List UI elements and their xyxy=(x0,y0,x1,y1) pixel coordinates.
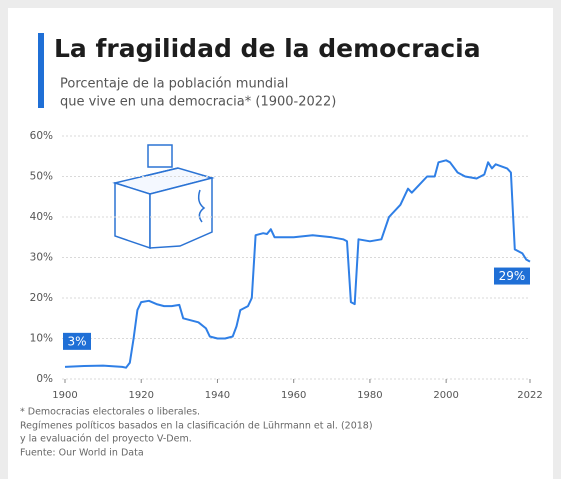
chart-title: La fragilidad de la democracia xyxy=(54,34,481,63)
line xyxy=(64,159,531,369)
x-tick-label: 1940 xyxy=(205,390,230,401)
x-tick-label: 1980 xyxy=(357,390,382,401)
card xyxy=(8,8,553,479)
value-label: 3% xyxy=(67,334,86,348)
source: Fuente: Our World in Data xyxy=(20,448,144,459)
y-tick-label: 50% xyxy=(30,171,53,183)
y-tick-label: 60% xyxy=(30,130,53,142)
subtitle: que vive en una democracia* (1900-2022) xyxy=(60,95,336,110)
footnote: * Democracias electorales o liberales. xyxy=(20,407,200,418)
x-tick-label: 2022 xyxy=(517,390,542,401)
y-tick-label: 0% xyxy=(36,373,53,385)
x-tick-label: 1900 xyxy=(52,390,77,401)
footnote: Regímenes políticos basados en la clasif… xyxy=(20,421,373,432)
y-tick-label: 40% xyxy=(30,211,53,223)
y-tick-label: 10% xyxy=(30,333,53,345)
x-tick-label: 1960 xyxy=(281,390,306,401)
y-tick-label: 20% xyxy=(30,292,53,304)
ballot-box-icon xyxy=(112,144,215,250)
x-tick-label: 2000 xyxy=(433,390,458,401)
title-accent xyxy=(38,33,44,108)
footnote: y la evaluación del proyecto V-Dem. xyxy=(20,434,192,445)
value-label-bg xyxy=(494,267,530,285)
value-label-bg xyxy=(63,332,91,350)
y-tick-label: 30% xyxy=(30,252,53,264)
value-label: 29% xyxy=(499,269,526,283)
subtitle: Porcentaje de la población mundial xyxy=(60,77,288,92)
x-tick-label: 1920 xyxy=(129,390,154,401)
